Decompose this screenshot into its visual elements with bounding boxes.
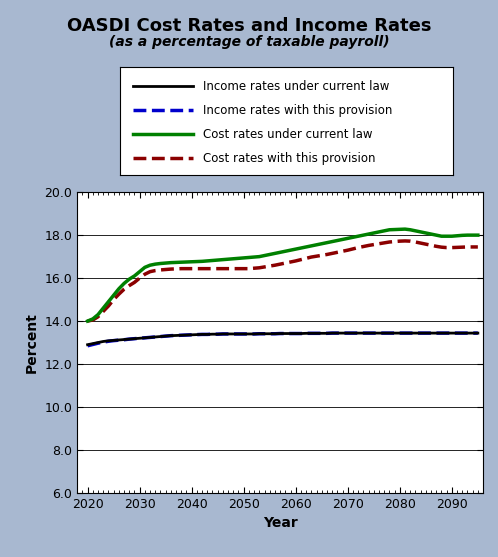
X-axis label: Year: Year — [263, 516, 297, 530]
Text: Income rates under current law: Income rates under current law — [203, 80, 389, 93]
Text: Cost rates under current law: Cost rates under current law — [203, 128, 373, 141]
Text: (as a percentage of taxable payroll): (as a percentage of taxable payroll) — [109, 35, 389, 48]
Text: Income rates with this provision: Income rates with this provision — [203, 104, 392, 117]
Text: OASDI Cost Rates and Income Rates: OASDI Cost Rates and Income Rates — [67, 17, 431, 35]
Y-axis label: Percent: Percent — [25, 312, 39, 373]
Text: Cost rates with this provision: Cost rates with this provision — [203, 152, 375, 164]
